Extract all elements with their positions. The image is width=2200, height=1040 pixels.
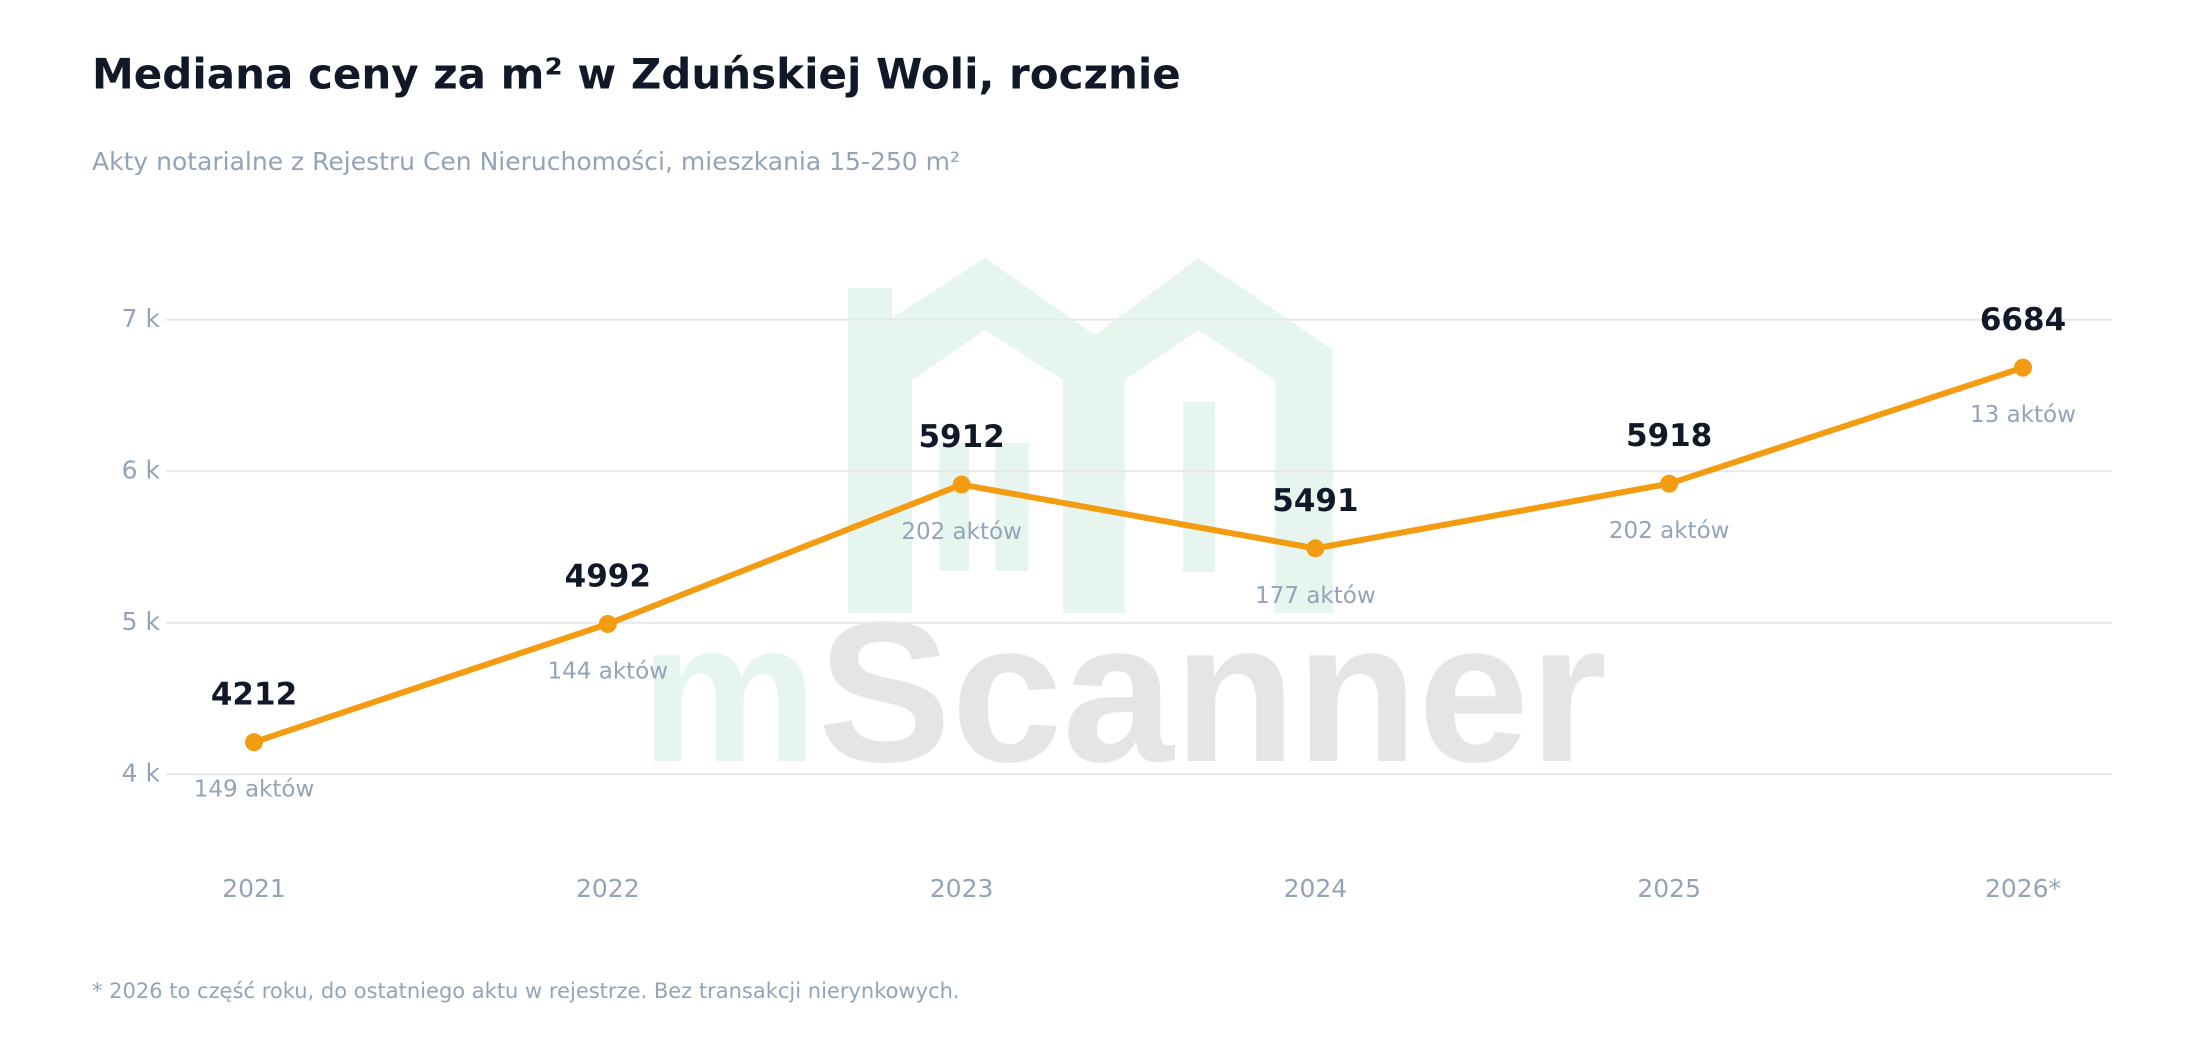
point-note: 13 aktów	[1970, 402, 2076, 428]
point	[598, 614, 617, 633]
point	[1660, 474, 1679, 493]
value-label: 5912	[918, 419, 1004, 455]
x-tick-label: 2022	[576, 874, 640, 903]
value-label: 4212	[211, 677, 297, 713]
y-tick-label: 6 k	[122, 455, 161, 484]
point-note: 177 aktów	[1255, 583, 1376, 609]
y-tick-label: 5 k	[122, 607, 161, 636]
watermark-text: mScanner	[640, 581, 1607, 804]
watermark-logo	[848, 258, 1333, 613]
footnote: * 2026 to część roku, do ostatniego aktu…	[92, 979, 960, 1003]
chart-title: Mediana ceny za m² w Zduńskiej Woli, roc…	[92, 50, 1181, 99]
x-tick-label: 2021	[222, 874, 286, 903]
point-note: 202 aktów	[1609, 518, 1730, 544]
point	[952, 475, 971, 494]
point	[1306, 539, 1325, 558]
x-tick-label: 2025	[1637, 874, 1701, 903]
point-note: 149 aktów	[194, 777, 315, 803]
value-label: 6684	[1980, 302, 2066, 338]
point	[245, 733, 263, 752]
y-tick-label: 7 k	[122, 304, 161, 333]
value-label: 5491	[1272, 483, 1358, 519]
chart-subtitle: Akty notarialne z Rejestru Cen Nieruchom…	[92, 147, 960, 176]
watermark-scanner: Scanner	[818, 581, 1607, 804]
line	[253, 364, 2024, 745]
point	[2014, 358, 2032, 377]
value-label: 5918	[1626, 418, 1712, 454]
point-note: 202 aktów	[901, 519, 1022, 545]
x-tick-label: 2023	[930, 874, 994, 903]
point-note: 144 aktów	[548, 658, 669, 684]
value-label: 4992	[565, 558, 651, 594]
x-tick-label: 2024	[1284, 874, 1348, 903]
watermark-m: m	[640, 581, 818, 804]
x-tick-label: 2026*	[1985, 874, 2061, 903]
y-tick-label: 4 k	[122, 758, 161, 787]
